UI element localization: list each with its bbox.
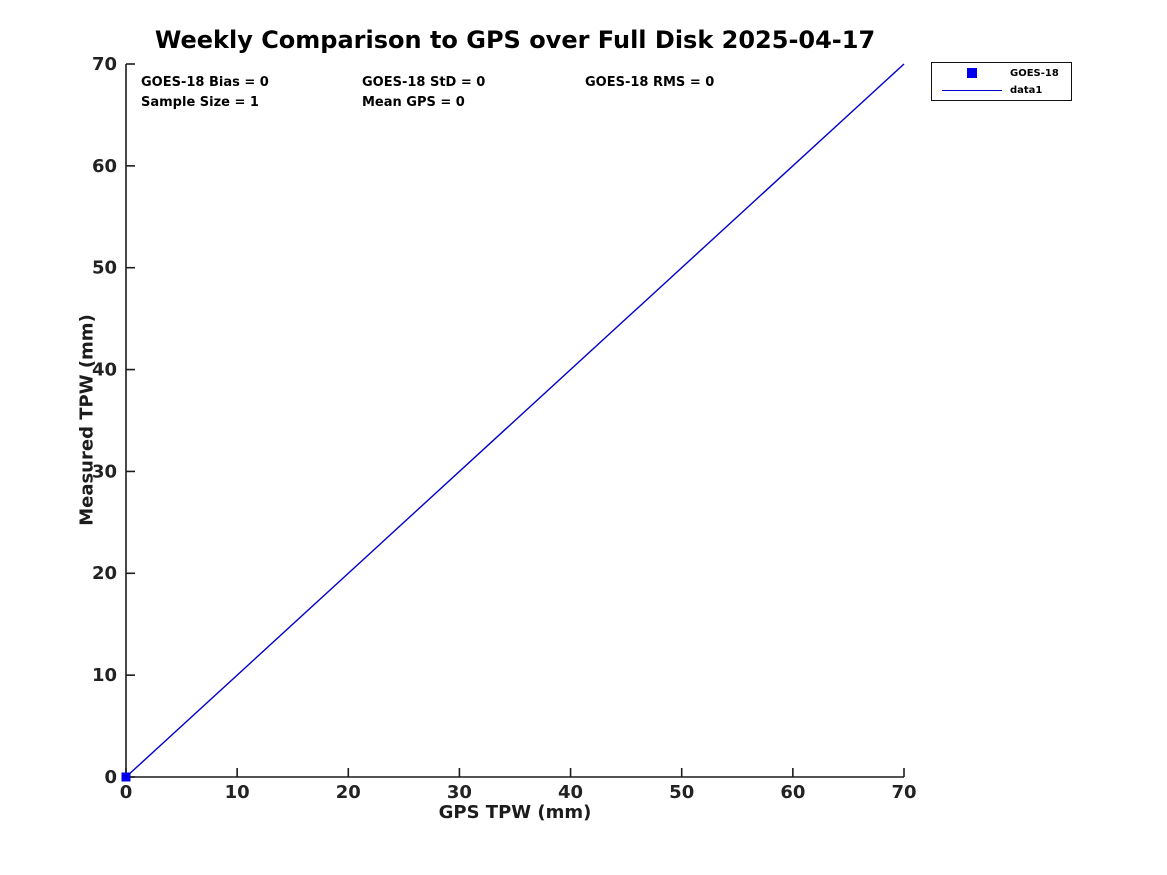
x-tick-label: 0	[120, 782, 133, 803]
y-tick-label: 60	[92, 156, 117, 177]
y-tick-label: 40	[92, 360, 117, 381]
legend: GOES-18 data1	[931, 62, 1072, 101]
square-marker-icon	[967, 68, 977, 78]
stat-std: GOES-18 StD = 0	[362, 75, 486, 90]
y-tick-label: 0	[104, 767, 117, 788]
y-tick-label: 50	[92, 258, 117, 279]
stat-rms: GOES-18 RMS = 0	[585, 75, 715, 90]
x-tick-label: 40	[558, 782, 583, 803]
x-tick-label: 20	[336, 782, 361, 803]
series-line-data1	[125, 63, 905, 778]
stat-sample-size: Sample Size = 1	[141, 95, 259, 110]
stat-mean-gps: Mean GPS = 0	[362, 95, 465, 110]
legend-label: data1	[1010, 84, 1043, 96]
x-axis-label: GPS TPW (mm)	[438, 802, 592, 823]
x-tick-label: 70	[891, 782, 916, 803]
legend-marker-icon	[942, 65, 1002, 82]
legend-line-icon	[942, 82, 1002, 99]
y-tick-label: 30	[92, 461, 117, 482]
legend-label: GOES-18	[1010, 67, 1059, 79]
x-tick-label: 10	[225, 782, 250, 803]
y-axis-label: Measured TPW (mm)	[76, 314, 98, 526]
x-tick-label: 60	[780, 782, 805, 803]
legend-entry-data1: data1	[932, 82, 1071, 99]
line-sample-icon	[942, 89, 1002, 91]
x-tick-label: 30	[447, 782, 472, 803]
y-tick-label: 20	[92, 563, 117, 584]
legend-entry-GOES-18: GOES-18	[932, 65, 1071, 82]
y-tick-label: 70	[92, 54, 117, 75]
chart-title: Weekly Comparison to GPS over Full Disk …	[154, 26, 876, 54]
stat-bias: GOES-18 Bias = 0	[141, 75, 269, 90]
y-tick-label: 10	[92, 665, 117, 686]
x-tick-label: 50	[669, 782, 694, 803]
